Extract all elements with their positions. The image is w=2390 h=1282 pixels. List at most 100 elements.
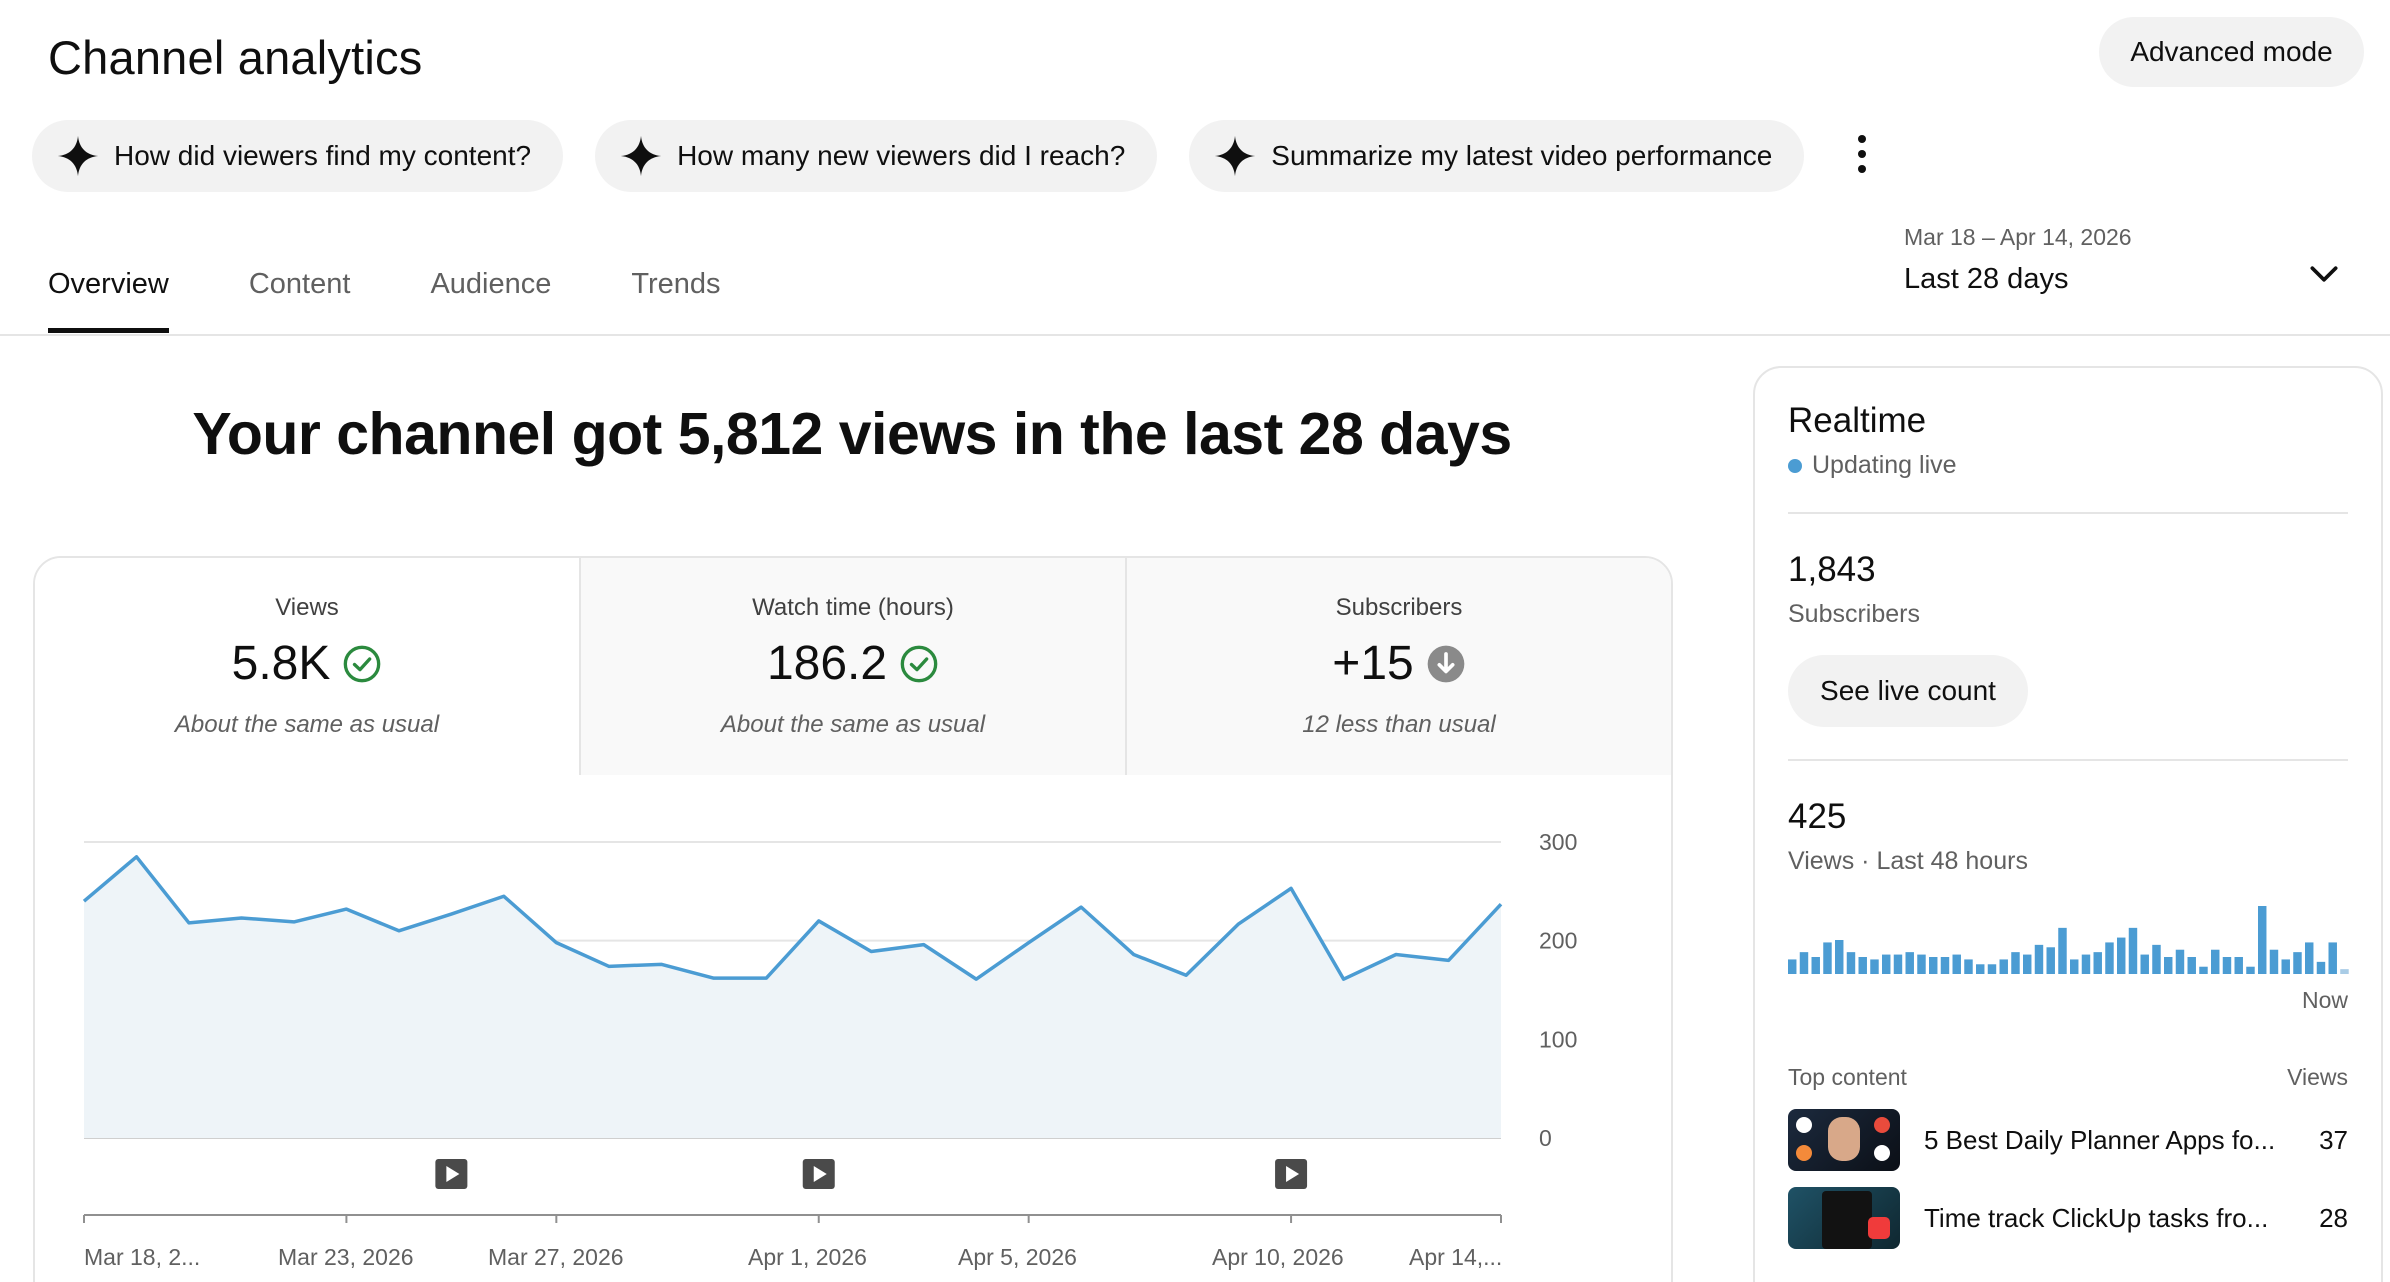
suggestion-chip[interactable]: How many new viewers did I reach?: [595, 120, 1158, 192]
video-title: Time track ClickUp tasks fro...: [1924, 1202, 2269, 1233]
realtime-bar: [1976, 964, 1985, 974]
sparkle-icon: [57, 135, 99, 177]
realtime-bar: [2269, 949, 2279, 974]
realtime-bar: [2011, 952, 2020, 974]
top-content-row[interactable]: Time track ClickUp tasks fro... 28: [1788, 1187, 2348, 1249]
arrow-down-circle-icon: [1427, 645, 1465, 682]
series-area: [84, 856, 1501, 1138]
divider: [1788, 759, 2348, 761]
realtime-bar: [2293, 952, 2302, 974]
realtime-bar: [1952, 954, 1961, 974]
see-live-count-button[interactable]: See live count: [1788, 655, 2028, 727]
tab-bar: Overview Content Audience Trends: [48, 240, 801, 333]
subscriber-count: 1,843: [1788, 550, 1876, 589]
advanced-mode-button[interactable]: Advanced mode: [2099, 17, 2364, 87]
play-icon: [813, 1166, 827, 1182]
suggestion-chip[interactable]: Summarize my latest video performance: [1189, 120, 1805, 192]
tab-divider: [0, 334, 2390, 336]
realtime-bar: [2164, 957, 2173, 974]
views-chart-svg: 300 200 100 0 Mar 18, 2... Mar 23, 2026 Mar 27…: [82, 829, 1577, 1270]
realtime-bar: [2117, 937, 2126, 974]
top-content-row[interactable]: 5 Best Daily Planner Apps fo... 37: [1788, 1109, 2348, 1171]
metric-value: 186.2: [766, 637, 888, 690]
y-tick-label: 100: [1539, 1026, 1577, 1052]
metric-note: About the same as usual: [174, 711, 440, 738]
top-content-label: Top content: [1788, 1064, 1907, 1090]
realtime-bar: [1788, 959, 1797, 974]
metric-views[interactable]: Views 5.8K About the same as usual: [35, 558, 579, 775]
suggestion-chip[interactable]: How did viewers find my content?: [32, 120, 564, 192]
realtime-panel: Realtime Updating live 1,843 Subscribers…: [1753, 366, 2383, 1282]
realtime-bar: [2093, 952, 2102, 974]
realtime-views-bars: [1788, 906, 2349, 974]
realtime-title: Realtime: [1788, 401, 1927, 440]
realtime-bar: [2023, 954, 2032, 974]
views-column-label: Views: [2287, 1064, 2348, 1090]
y-tick-label: 0: [1539, 1125, 1552, 1151]
video-views: 37: [2319, 1124, 2348, 1155]
video-thumbnail: [1788, 1109, 1900, 1171]
tab-overview[interactable]: Overview: [48, 240, 169, 333]
date-range-picker[interactable]: Mar 18 – Apr 14, 2026 Last 28 days: [1904, 224, 2344, 304]
x-tick-label: Apr 5, 2026: [958, 1244, 1077, 1270]
views-headline: Your channel got 5,812 views in the last…: [192, 401, 1512, 467]
views-chart: 300 200 100 0 Mar 18, 2... Mar 23, 2026 Mar 27…: [35, 775, 1671, 1282]
check-circle-icon: [344, 645, 381, 682]
tab-trends[interactable]: Trends: [631, 268, 721, 300]
metric-label: Watch time (hours): [752, 594, 954, 621]
y-tick-label: 300: [1539, 829, 1577, 855]
realtime-bar: [2234, 957, 2243, 974]
metric-value: +15: [1332, 637, 1414, 690]
metric-label: Views: [275, 594, 339, 621]
realtime-status: Updating live: [1788, 451, 2348, 480]
realtime-bar: [2058, 927, 2067, 974]
realtime-views-count: 425: [1788, 797, 1847, 836]
tab-content[interactable]: Content: [248, 268, 351, 300]
check-circle-icon: [900, 645, 938, 682]
tab-audience[interactable]: Audience: [430, 268, 552, 300]
top-content-header: Top content Views: [1788, 1064, 2348, 1091]
suggestion-chip-label: How many new viewers did I reach?: [677, 140, 1126, 171]
sparkle-icon: [1215, 135, 1256, 177]
suggestion-chip-label: How did viewers find my content?: [114, 140, 532, 171]
realtime-bar: [2222, 957, 2232, 974]
realtime-bar: [2175, 949, 2185, 974]
realtime-bar: [2316, 961, 2326, 974]
realtime-bar: [1870, 959, 1879, 974]
page-title: Channel analytics: [48, 31, 423, 84]
realtime-bar: [2105, 942, 2114, 974]
realtime-bar: [2246, 966, 2255, 974]
video-thumbnail: [1788, 1187, 1900, 1249]
realtime-bar: [2305, 942, 2314, 974]
realtime-bar: [1917, 954, 1926, 974]
realtime-bar: [2340, 969, 2349, 974]
realtime-bar: [2211, 949, 2220, 974]
realtime-bar: [1929, 957, 1938, 974]
play-icon: [1286, 1166, 1300, 1182]
more-options-icon[interactable]: [1843, 128, 1881, 180]
metric-subscribers[interactable]: Subscribers +15 12 less than usual: [1125, 558, 1671, 775]
realtime-bar: [1940, 957, 1950, 974]
video-title: 5 Best Daily Planner Apps fo...: [1924, 1124, 2276, 1155]
play-icon: [446, 1166, 460, 1182]
realtime-bar: [2070, 959, 2079, 974]
realtime-bar: [1987, 964, 1997, 974]
metric-value: 5.8K: [231, 637, 331, 690]
realtime-bar: [1882, 954, 1891, 974]
live-dot-icon: [1788, 458, 1802, 473]
date-range-dates: Mar 18 – Apr 14, 2026: [1904, 224, 2132, 250]
realtime-bar: [1811, 957, 1820, 974]
metric-watch-time[interactable]: Watch time (hours) 186.2 About the same …: [579, 558, 1125, 775]
realtime-bar: [2140, 954, 2149, 974]
overview-card: Views 5.8K About the same as usual Watch…: [33, 556, 1673, 1282]
series-line: [82, 855, 1503, 981]
realtime-bar: [2281, 959, 2290, 974]
chevron-down-icon: [2310, 266, 2338, 282]
sparkle-icon: [620, 135, 662, 177]
realtime-bar: [1846, 952, 1856, 974]
subscriber-label: Subscribers: [1788, 600, 1920, 628]
realtime-bar: [2199, 966, 2208, 974]
date-range-label: Last 28 days: [1904, 263, 2069, 295]
realtime-status-text: Updating live: [1812, 451, 1957, 479]
realtime-bar: [2128, 927, 2138, 974]
